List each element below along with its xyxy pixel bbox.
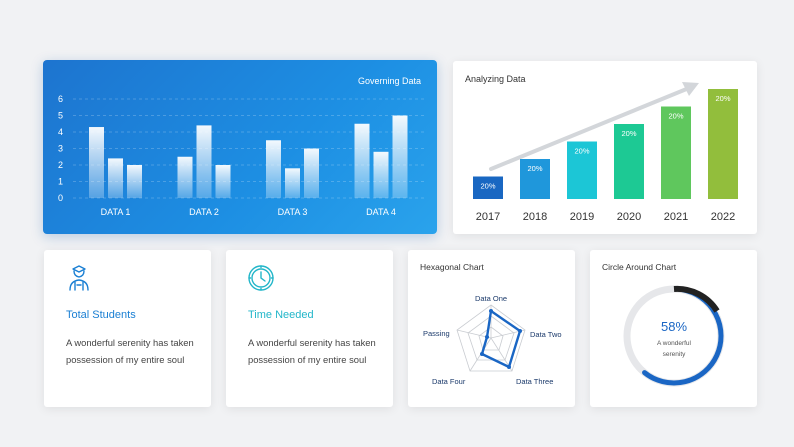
- analyzing-bar: [614, 124, 644, 199]
- analyzing-bar-chart: Analyzing Data 20% 20% 20% 20% 20% 20% 2017 20…: [465, 74, 738, 223]
- y-tick-label: 1: [58, 177, 63, 187]
- governing-bar: [196, 125, 212, 198]
- total-students-title: Total Students: [66, 309, 136, 321]
- analyzing-bar: [567, 141, 597, 199]
- bar-data-label: 20%: [621, 129, 636, 138]
- analyzing-bar: [473, 176, 503, 199]
- bar-data-label: 20%: [715, 94, 730, 103]
- x-category-label: DATA 2: [189, 207, 219, 217]
- governing-bar-chart: Governing Data 0 1 2 3 4 5 6 DATA 1 DATA 2 DATA …: [58, 76, 427, 217]
- radar-chart: Hexagonal Chart Data One Data Two Data T…: [420, 262, 562, 386]
- time-needed-title: Time Needed: [248, 309, 314, 321]
- governing-bar: [89, 127, 104, 198]
- radar-series: [480, 309, 522, 369]
- analyzing-data-card: Analyzing Data 20% 20% 20% 20% 20% 20% 2017 20…: [453, 61, 757, 234]
- radar-label-data-one: Data One: [475, 294, 507, 303]
- year-label: 2021: [664, 211, 688, 223]
- bar-data-label: 20%: [668, 112, 683, 121]
- governing-bar: [354, 123, 370, 198]
- ring-subtext-2: serenity: [663, 351, 687, 358]
- hexagonal-chart-card: Hexagonal Chart Data One Data Two Data T…: [408, 250, 575, 407]
- radar-label-data-two: Data Two: [530, 330, 562, 339]
- radar-label-data-three: Data Three: [516, 377, 553, 386]
- year-label: 2018: [523, 211, 547, 223]
- bar-data-label: 20%: [527, 164, 542, 173]
- hexagonal-title: Hexagonal Chart: [420, 262, 484, 272]
- time-needed-card: Time Needed A wonderful serenity has tak…: [226, 250, 393, 407]
- x-category-label: DATA 4: [366, 207, 396, 217]
- radar-label-data-four: Data Four: [432, 377, 466, 386]
- clock-icon: [248, 265, 274, 291]
- circle-around-chart-card: Circle Around Chart 58% A wonderful sere…: [590, 250, 757, 407]
- y-tick-label: 2: [58, 160, 63, 170]
- year-label: 2019: [570, 211, 594, 223]
- ring-chart: Circle Around Chart 58% A wonderful sere…: [602, 262, 725, 387]
- ring-accent: [673, 285, 720, 313]
- governing-bar: [373, 151, 389, 198]
- governing-bar: [304, 148, 319, 198]
- total-students-card: Total Students A wonderful serenity has …: [44, 250, 211, 407]
- ring-subtext-1: A wonderful: [657, 340, 692, 347]
- y-tick-label: 5: [58, 111, 63, 121]
- analyzing-title: Analyzing Data: [465, 74, 526, 84]
- governing-bar: [127, 165, 142, 198]
- x-category-label: DATA 1: [101, 207, 131, 217]
- year-label: 2022: [711, 211, 735, 223]
- circle-title: Circle Around Chart: [602, 262, 677, 272]
- y-tick-label: 0: [58, 193, 63, 203]
- radar-label-passing: Passing: [423, 329, 450, 338]
- y-tick-label: 4: [58, 127, 63, 137]
- governing-data-card: Governing Data 0 1 2 3 4 5 6 DATA 1 DATA 2 DATA …: [43, 60, 437, 234]
- governing-bar: [285, 168, 300, 198]
- x-category-label: DATA 3: [278, 207, 308, 217]
- governing-bar: [215, 165, 231, 198]
- year-label: 2020: [617, 211, 641, 223]
- bar-data-label: 20%: [480, 182, 495, 191]
- analyzing-bar: [708, 89, 738, 199]
- governing-bar: [177, 156, 193, 198]
- analyzing-bar: [661, 106, 691, 199]
- governing-bar: [266, 140, 281, 198]
- radar-points: [480, 309, 522, 369]
- bar-data-label: 20%: [574, 147, 589, 156]
- growth-arrow: [489, 82, 699, 171]
- governing-bar: [108, 158, 123, 198]
- governing-title: Governing Data: [358, 76, 421, 86]
- governing-bar: [392, 115, 408, 198]
- year-label: 2017: [476, 211, 500, 223]
- total-students-text: A wonderful serenity has taken possessio…: [66, 337, 194, 365]
- y-tick-label: 6: [58, 94, 63, 104]
- ring-value: 58%: [661, 319, 687, 334]
- analyzing-bar: [520, 159, 550, 199]
- student-icon: [69, 265, 89, 291]
- time-needed-text: A wonderful serenity has taken possessio…: [248, 337, 376, 365]
- y-tick-label: 3: [58, 144, 63, 154]
